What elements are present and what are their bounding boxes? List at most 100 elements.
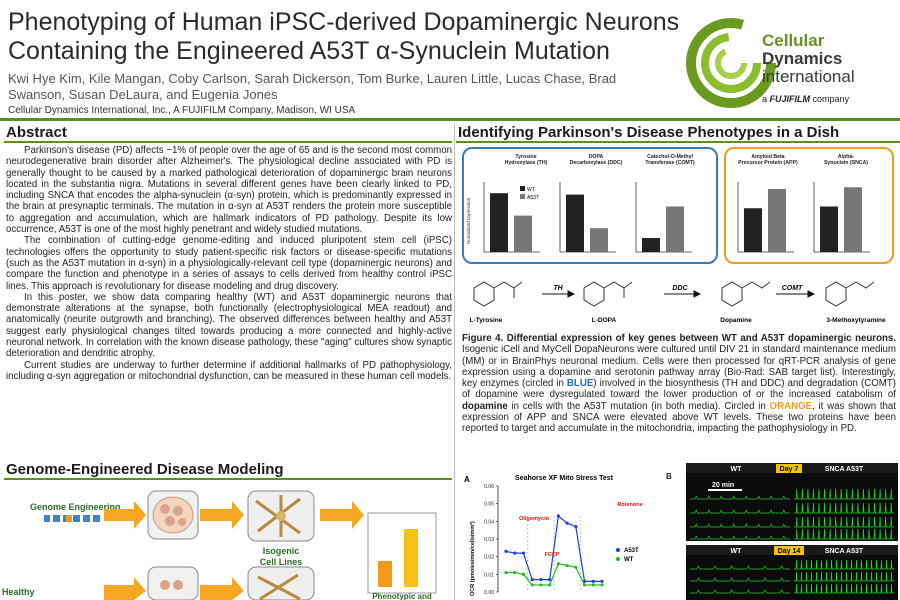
enzyme-th: TH bbox=[553, 285, 563, 292]
cell-dish-icon bbox=[147, 566, 199, 600]
isogenic-label: Isogenic bbox=[263, 546, 300, 556]
modeling-rule bbox=[4, 478, 452, 480]
bar-ddc-a53t bbox=[590, 228, 608, 252]
gene-comt-line1: Catechol-O-Methyl bbox=[647, 154, 693, 160]
logo-line-2: Dynamics bbox=[762, 49, 843, 68]
series-point-a53t bbox=[539, 578, 543, 582]
bar-app-wt bbox=[744, 208, 762, 252]
bar-comt-a53t bbox=[666, 206, 684, 252]
y-tick-label: 0.02 bbox=[484, 555, 494, 561]
legend-marker-a53t bbox=[616, 548, 620, 552]
mea-trace bbox=[794, 502, 894, 514]
abstract-paragraph: Current studies are underway to further … bbox=[6, 359, 452, 382]
mea-trace bbox=[794, 488, 894, 500]
mea-snca-label: SNCA A53T bbox=[825, 548, 864, 555]
series-point-a53t bbox=[548, 578, 552, 582]
pd-section-heading: Identifying Parkinson's Disease Phenotyp… bbox=[458, 124, 840, 141]
caption-text: ) involved in the biosynthesis (TH and D… bbox=[462, 378, 896, 401]
mea-trace bbox=[690, 589, 790, 594]
legend-a53t: A53T bbox=[527, 195, 539, 201]
series-point-a53t bbox=[600, 579, 604, 583]
mea-wt-label: WT bbox=[731, 548, 743, 555]
genome-label: Genome Engineering bbox=[30, 502, 121, 512]
caption-text: , it was shown that expression of APP an… bbox=[462, 400, 896, 435]
series-point-wt bbox=[548, 583, 552, 587]
gene-chart-app bbox=[737, 182, 794, 253]
title-line-1: Phenotyping of Human iPSC-derived Dopami… bbox=[8, 8, 680, 36]
gene-th-line2: Hydroxylase (TH) bbox=[504, 160, 548, 167]
modeling-diagram: Genome Engineering Healthy Isogenic Cell… bbox=[2, 490, 437, 600]
series-point-wt bbox=[504, 570, 508, 575]
series-point-wt bbox=[600, 583, 604, 587]
mea-trace bbox=[794, 516, 894, 528]
seahorse-chart: A Seahorse XF Mito Stress Test OCR (pmol… bbox=[464, 475, 643, 596]
benzene-ring-icon bbox=[721, 281, 743, 307]
column-divider bbox=[454, 124, 455, 600]
fujifilm-tagline: a FUJIFILM company bbox=[762, 94, 849, 104]
enzyme-comt: COMT bbox=[782, 285, 803, 292]
gene-chart-ddc bbox=[559, 182, 616, 253]
mea-snca-label: SNCA A53T bbox=[825, 466, 864, 473]
bar-app-a53t bbox=[768, 189, 786, 252]
mea-trace bbox=[794, 571, 894, 582]
annotation-oligomycin: Oligomycin bbox=[519, 516, 550, 522]
caption-orange: ORANGE bbox=[769, 400, 813, 412]
bar-ddc-wt bbox=[566, 194, 584, 252]
mea-day14-label: Day 14 bbox=[778, 548, 801, 555]
pd-section-rule bbox=[456, 141, 900, 143]
figure-4-caption: Figure 4. Differential expression of key… bbox=[462, 333, 896, 435]
gene-title-app: Amyloid Beta Precursor Protein (APP) bbox=[728, 154, 808, 167]
healthy-label: Healthy bbox=[2, 587, 35, 597]
mea-trace bbox=[794, 583, 894, 594]
gene-chart-th bbox=[483, 182, 540, 253]
abstract-paragraph: In this poster, we show data comparing h… bbox=[6, 291, 452, 360]
dopamine-pathway: TH DDC COMT L-Tyrosine L-DOPA Dopamine 3… bbox=[470, 281, 886, 324]
gene-expression-charts: Normalized Expression WT A53T bbox=[466, 182, 870, 253]
arrowhead-icon bbox=[567, 290, 576, 298]
legend-wt: WT bbox=[624, 557, 634, 563]
gene-title-ddc: DOPA Decarboxylase (DDC) bbox=[556, 154, 636, 167]
gene-title-comt: Catechol-O-Methyl Transferase (COMT) bbox=[628, 154, 712, 167]
benzene-ring-icon bbox=[825, 281, 847, 307]
tag-prefix: a bbox=[762, 94, 768, 104]
gene-snca-line1: Alpha- bbox=[837, 154, 855, 160]
dna-icon bbox=[44, 515, 100, 522]
annotation-fccp: FCCP bbox=[545, 552, 560, 558]
gene-app-line1: Amyloid Beta bbox=[751, 154, 785, 160]
arrow-icon bbox=[104, 501, 146, 529]
arrow-icon bbox=[104, 577, 146, 600]
series-point-wt bbox=[591, 583, 595, 587]
gene-ddc-line2: Decarboxylase (DDC) bbox=[569, 160, 623, 167]
y-tick-label: 0.01 bbox=[484, 572, 494, 578]
cell-lines-label: Cell Lines bbox=[260, 557, 303, 567]
arrow-icon bbox=[320, 501, 364, 529]
gene-ddc-line1: DOPA bbox=[588, 154, 604, 160]
mea-trace bbox=[690, 535, 790, 540]
compound-3-methoxytyramine: 3-Methoxytyramine bbox=[826, 317, 886, 324]
y-tick-label: 0.04 bbox=[484, 519, 494, 525]
annotation-rotenone: Rotenone bbox=[617, 502, 642, 508]
phenotypic-label: Phenotypic and bbox=[372, 592, 432, 600]
tag-brand: FUJIFILM bbox=[769, 94, 811, 104]
authors: Kwi Hye Kim, Kile Mangan, Coby Carlson, … bbox=[8, 71, 617, 102]
series-point-a53t bbox=[504, 549, 508, 553]
bar-snca-wt bbox=[820, 206, 838, 252]
seahorse-legend: A53T WT bbox=[616, 548, 639, 563]
blue-highlight-box bbox=[462, 147, 718, 264]
compound-l-dopa: L-DOPA bbox=[592, 317, 617, 324]
benzene-ring-icon bbox=[583, 281, 605, 307]
cdi-swirl-logo-icon bbox=[686, 18, 776, 108]
legend-wt: WT bbox=[527, 187, 535, 193]
abstract-paragraph: The combination of cutting-edge genome-e… bbox=[6, 235, 452, 292]
mea-panel-day7 bbox=[686, 463, 898, 541]
caption-text: Isogenic iCell and MyCell DopaNeurons we… bbox=[462, 344, 896, 390]
arrow-icon bbox=[200, 577, 244, 600]
seahorse-title: Seahorse XF Mito Stress Test bbox=[515, 475, 614, 482]
panel-label-b: B bbox=[666, 472, 672, 481]
logo-line-3: international bbox=[762, 67, 855, 86]
gene-app-line2: Precursor Protein (APP) bbox=[738, 160, 798, 167]
affiliation: Cellular Dynamics International, Inc., A… bbox=[8, 105, 356, 116]
scale-bar bbox=[708, 489, 742, 491]
series-point-a53t bbox=[521, 551, 526, 555]
enzyme-ddc: DDC bbox=[672, 285, 688, 292]
